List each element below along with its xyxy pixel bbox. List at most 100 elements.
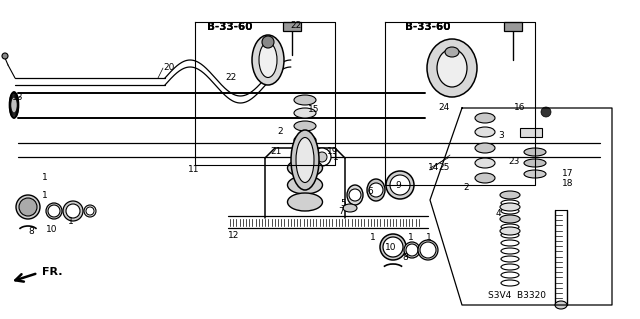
Circle shape xyxy=(19,198,37,216)
Ellipse shape xyxy=(10,92,19,118)
Ellipse shape xyxy=(386,171,414,199)
Ellipse shape xyxy=(10,93,19,117)
Text: 18: 18 xyxy=(562,179,573,188)
Ellipse shape xyxy=(501,240,519,246)
Ellipse shape xyxy=(294,135,316,145)
Ellipse shape xyxy=(524,170,546,178)
Text: B-33-60: B-33-60 xyxy=(207,22,253,32)
Ellipse shape xyxy=(500,227,520,235)
Ellipse shape xyxy=(501,232,519,238)
Ellipse shape xyxy=(294,108,316,118)
Circle shape xyxy=(313,148,331,166)
Circle shape xyxy=(2,53,8,59)
Circle shape xyxy=(86,207,94,215)
Text: 2: 2 xyxy=(277,128,283,137)
Text: 13: 13 xyxy=(12,93,24,101)
Text: 4: 4 xyxy=(496,209,502,218)
Ellipse shape xyxy=(291,130,319,190)
Ellipse shape xyxy=(501,248,519,254)
Circle shape xyxy=(66,204,80,218)
Ellipse shape xyxy=(501,280,519,286)
Circle shape xyxy=(541,107,551,117)
Text: 3: 3 xyxy=(498,131,504,140)
Ellipse shape xyxy=(500,191,520,199)
Text: 8: 8 xyxy=(402,253,408,262)
Ellipse shape xyxy=(501,264,519,270)
Text: 2: 2 xyxy=(463,183,468,192)
Text: 12: 12 xyxy=(228,231,239,240)
Text: 10: 10 xyxy=(385,243,397,253)
Ellipse shape xyxy=(380,234,406,260)
Text: 22: 22 xyxy=(290,21,301,31)
Ellipse shape xyxy=(84,205,96,217)
Ellipse shape xyxy=(294,95,316,105)
Ellipse shape xyxy=(259,42,277,78)
Ellipse shape xyxy=(10,96,17,114)
Ellipse shape xyxy=(501,224,519,230)
Text: 5: 5 xyxy=(340,198,346,207)
Ellipse shape xyxy=(16,195,40,219)
Ellipse shape xyxy=(343,204,357,212)
Text: 24: 24 xyxy=(438,102,449,112)
Circle shape xyxy=(406,244,418,256)
Ellipse shape xyxy=(437,49,467,87)
Text: 25: 25 xyxy=(438,164,449,173)
Ellipse shape xyxy=(287,193,323,211)
Text: 1: 1 xyxy=(408,233,413,241)
Ellipse shape xyxy=(555,301,567,309)
Bar xyxy=(504,22,522,31)
Ellipse shape xyxy=(296,137,314,182)
Ellipse shape xyxy=(445,47,459,57)
Text: 1: 1 xyxy=(68,218,74,226)
Circle shape xyxy=(383,237,403,257)
Ellipse shape xyxy=(501,216,519,222)
Ellipse shape xyxy=(404,242,420,258)
Circle shape xyxy=(349,189,361,201)
Ellipse shape xyxy=(475,158,495,168)
Ellipse shape xyxy=(294,121,316,131)
Ellipse shape xyxy=(500,203,520,211)
Text: 10: 10 xyxy=(46,226,58,234)
Ellipse shape xyxy=(10,95,18,115)
Text: 1: 1 xyxy=(370,233,376,241)
Ellipse shape xyxy=(63,201,83,221)
Ellipse shape xyxy=(501,256,519,262)
Bar xyxy=(283,22,301,31)
Text: 20: 20 xyxy=(163,63,174,71)
Text: 1: 1 xyxy=(42,174,48,182)
Ellipse shape xyxy=(252,35,284,85)
Text: 1: 1 xyxy=(42,191,48,201)
Ellipse shape xyxy=(501,272,519,278)
Circle shape xyxy=(369,183,383,197)
Ellipse shape xyxy=(427,39,477,97)
Ellipse shape xyxy=(475,127,495,137)
Ellipse shape xyxy=(347,185,363,205)
Text: FR.: FR. xyxy=(42,267,63,277)
Text: 9: 9 xyxy=(395,182,401,190)
Text: 23: 23 xyxy=(508,158,520,167)
Text: 16: 16 xyxy=(514,103,525,113)
Ellipse shape xyxy=(418,240,438,260)
Text: 15: 15 xyxy=(308,106,319,115)
Text: B-33-60: B-33-60 xyxy=(405,22,451,32)
Ellipse shape xyxy=(524,148,546,156)
Ellipse shape xyxy=(475,143,495,153)
Ellipse shape xyxy=(501,208,519,214)
Ellipse shape xyxy=(287,176,323,194)
Circle shape xyxy=(390,175,410,195)
Text: B-33-60: B-33-60 xyxy=(207,22,253,32)
Ellipse shape xyxy=(11,97,17,113)
Text: 11: 11 xyxy=(188,166,200,174)
Circle shape xyxy=(48,205,60,217)
Circle shape xyxy=(262,36,274,48)
Text: 8: 8 xyxy=(28,227,34,236)
Text: 14: 14 xyxy=(428,164,440,173)
Ellipse shape xyxy=(500,215,520,223)
Bar xyxy=(520,128,542,137)
Text: 22: 22 xyxy=(225,72,236,81)
Ellipse shape xyxy=(501,192,519,198)
Text: 19: 19 xyxy=(327,146,339,155)
Ellipse shape xyxy=(367,179,385,201)
Ellipse shape xyxy=(501,200,519,206)
Text: B-33-60: B-33-60 xyxy=(405,22,451,32)
